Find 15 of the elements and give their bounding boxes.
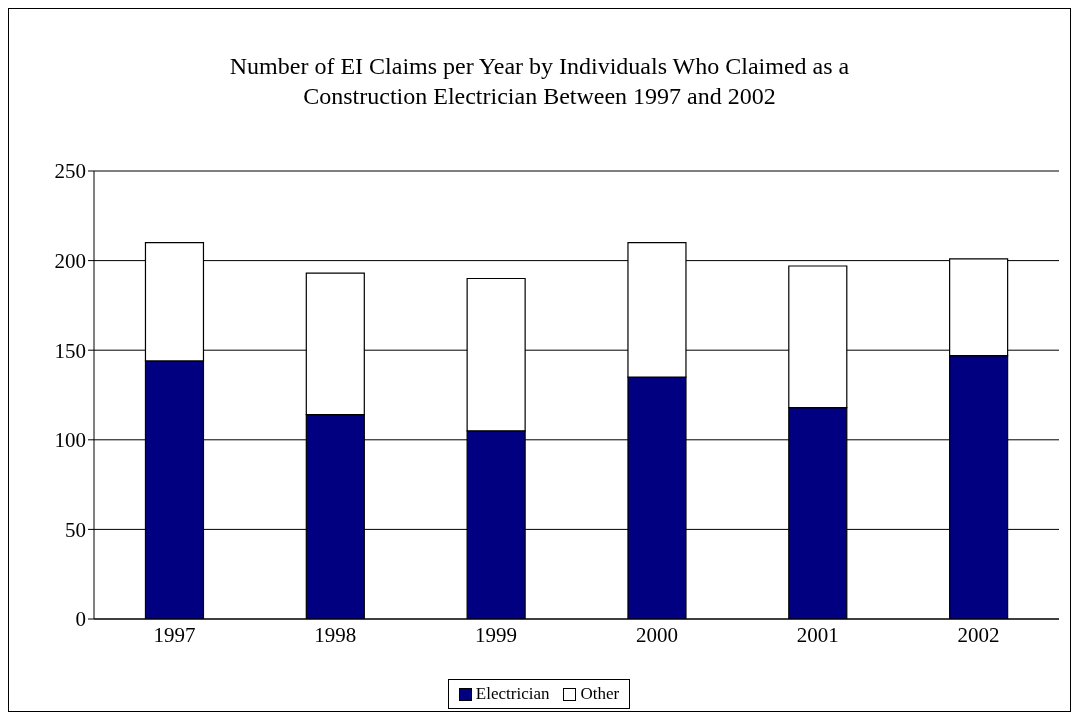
chart-title: Number of EI Claims per Year by Individuals Who Claimed as a Construction Electrician Between 1997 and 2002 bbox=[228, 52, 851, 111]
y-tick-label: 150 bbox=[54, 338, 86, 363]
y-tick-label: 200 bbox=[54, 249, 86, 274]
legend-label: Other bbox=[579, 684, 620, 704]
legend-label: Electrician bbox=[474, 684, 550, 704]
y-tick-label: 50 bbox=[65, 517, 86, 542]
x-tick-label: 1998 bbox=[314, 622, 357, 647]
x-tick-label: 2002 bbox=[957, 622, 1000, 647]
y-tick-label: 0 bbox=[75, 607, 86, 632]
x-tick-label: 1997 bbox=[153, 622, 196, 647]
y-tick-label: 250 bbox=[54, 159, 86, 184]
x-tick-label: 2001 bbox=[796, 622, 839, 647]
x-tick-label: 2000 bbox=[635, 622, 678, 647]
y-tick-label: 100 bbox=[54, 428, 86, 453]
x-tick-label: 1999 bbox=[475, 622, 518, 647]
